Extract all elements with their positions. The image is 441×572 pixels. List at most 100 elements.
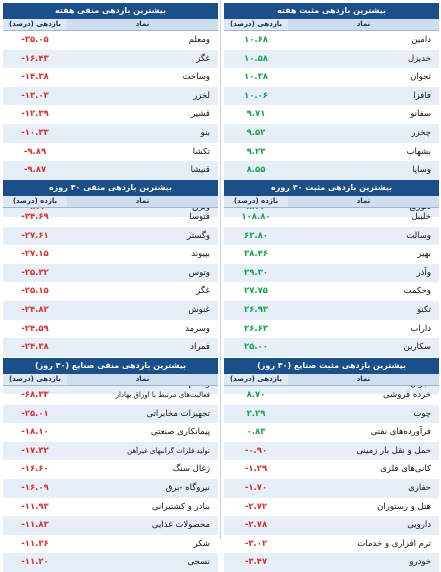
table-row: -۲۴.۸۲ غنوش [3,300,218,320]
table-row: -۱۳.۰۳ لخزر [3,86,218,106]
symbol-name: چوب [413,408,431,419]
return-value: ۸.۵۵ [246,165,266,176]
table-row: ۹.۵۲ چخزر [224,123,439,143]
table-row: -۹.۸۹ تکشا [3,143,218,162]
return-value: ۳۸.۴۶ [244,249,268,260]
table-row: -۱۱.۲۰ نسجی [3,553,218,572]
symbol-name: خدیزل [408,53,431,64]
symbol-name: غنوش [188,304,210,315]
table-row: -۳.۰۲ ترم افزاری و خدمات [224,535,439,554]
symbol-name: تکشا [192,146,210,157]
return-value: ۱۰.۶۸ [244,35,268,45]
table-header: بازدهی (درصد) نماد [3,374,218,386]
return-value: ۰.۸۳ [246,427,266,438]
table-row: -۲۵.۳۲ وتوس [3,263,218,283]
table-row: -۲۷.۶۱ وگستر [3,226,218,246]
symbol-name: زغال سنگ [172,464,210,475]
symbol-name: وگستر [187,230,210,241]
panel-title: بیشترین بازدهی منفی ۳۰ روزه [3,180,218,196]
return-value: -۳۵.۰۵ [21,35,49,45]
symbol-name: حفاری [408,482,431,493]
return-value: ۲۷.۷۵ [244,286,268,297]
return-value: ۱۰.۳۸ [244,72,268,83]
table-row: -۱۶.۴۳ غگز [3,49,218,69]
symbol-name: وسالت [406,230,431,241]
table-row: -۱۸.۱۰ پیمانکاری صنعتی [3,423,218,442]
return-value: -۱۶.۴۳ [21,53,49,64]
table-row: ۳۸.۴۶ بهیر [224,245,439,264]
symbol-name: وحکمت [403,286,431,297]
symbol-name: بپیوند [191,249,210,260]
table-row: -۲۴.۳۸ فمراد [3,338,218,357]
table-row: ۸.۷۰ خرده فروشی [224,386,439,405]
table-row: ۲.۲۹ چوب [224,404,439,424]
panel-industry-positive: بیشترین بازدهی مثبت صنایع (۳۰ روز) بازدهی… [224,358,439,572]
table-header: بازدهی (درصد) نماد [224,374,439,386]
return-value: ۱۰.۰۶ [244,90,268,101]
symbol-name: کانی‌های فلزی [380,464,431,475]
column-header-symbol: نماد [67,19,218,30]
symbol-name: داراب [410,323,431,334]
symbol-name: فتوسا [189,212,210,222]
column-divider [220,0,221,539]
table-row: ۱۰۸.۸۰ خلیبل [224,208,439,227]
return-value: ۲۹.۳۰ [244,267,268,278]
symbol-name: چخزر [411,127,431,138]
table-row: ۱۰.۰۶ فافزا [224,86,439,106]
column-header-symbol: نماد [288,196,439,207]
table-row: -۹.۸۷ قنیشا [3,161,218,180]
return-value: -۲۴.۵۹ [21,323,49,334]
table-row: -۲.۷۸ دارویی [224,516,439,535]
symbol-name: وساپا [412,165,431,176]
table-row: -۱۶.۰۹ نیروگاه -برق [3,478,218,498]
return-value: ۲۵.۰۰ [244,342,268,353]
panel-30day-positive: بیشترین بازدهی مثبت ۳۰ روزه بازده (درصد) ن… [224,180,439,394]
symbol-name: فعالیت‌های مرتبط با اوراق بهادار [115,391,210,399]
panel-industry-negative: بیشترین بازدهی منفی صنایع (۳۰ روز) بازدهی… [3,358,218,572]
return-value: ۹.۵۲ [246,127,266,138]
table-row: -۱.۷۰ حفاری [224,478,439,498]
symbol-name: نسجی [187,557,210,568]
return-value: -۱۶.۰۹ [21,482,49,493]
panel-title: بیشترین بازدهی منفی صنایع (۳۰ روز) [3,358,218,374]
symbol-name: قشیر [191,109,210,120]
panel-title: بیشترین بازدهی منفی هفته [3,3,218,19]
return-value: -۲.۷۸ [244,520,268,531]
symbol-name: خرده فروشی [383,390,431,400]
symbol-name: سفانو [410,109,431,120]
return-value: -۱۴.۳۸ [21,72,49,83]
table-row: ۲۷.۷۵ وحکمت [224,282,439,301]
symbol-name: وساخت [182,72,210,83]
table-header: بازدهی (درصد) نماد [224,19,439,31]
table-row: -۱۷.۳۲ تولید فلزات گرانبهای غیرآهن [3,441,218,461]
return-value: -۹.۸۷ [23,165,47,176]
table-row: -۲۵.۱۵ غگز [3,282,218,301]
symbol-name: سکاربن [403,342,431,353]
return-value: -۱۶.۶۰ [21,464,49,475]
symbol-name: خلیبل [411,212,431,222]
table-row: -۱۱.۹۳ بنادر و کشتیرانی [3,498,218,517]
symbol-name: فمراد [190,342,210,353]
table-row: ۹.۷۱ سفانو [224,105,439,124]
symbol-name: ثجوان [410,72,431,83]
symbol-name: بنادر و کشتیرانی [151,501,210,512]
symbol-name: هتل و رستوران [377,501,431,512]
table-row: ۱۰.۶۸ دامین [224,31,439,50]
column-header-value: بازده (درصد) [3,196,67,207]
symbol-name: حمل و نقل بار زمینی [356,445,431,456]
return-value: -۳.۰۲ [244,538,268,549]
symbol-name: پیمانکاری صنعتی [150,427,210,438]
column-header-value: بازدهی (درصد) [224,374,288,385]
table-header: بازده (درصد) نماد [224,196,439,208]
symbol-name: غگز [196,286,210,297]
symbol-name: دارویی [407,520,431,531]
table-row: ۸.۵۵ وساپا [224,161,439,180]
symbol-name: تولید فلزات گرانبهای غیرآهن [127,446,210,455]
return-value: -۲۵.۱۵ [21,286,49,297]
column-header-symbol: نماد [67,196,218,207]
table-row: ۱۰.۵۸ خدیزل [224,49,439,69]
return-value: -۱۸.۱۰ [21,427,49,438]
table-row: ۲۵.۰۰ سکاربن [224,338,439,357]
table-row: -۳۴.۶۹ فتوسا [3,208,218,227]
table-row: ۲۶.۹۳ تکنو [224,300,439,320]
